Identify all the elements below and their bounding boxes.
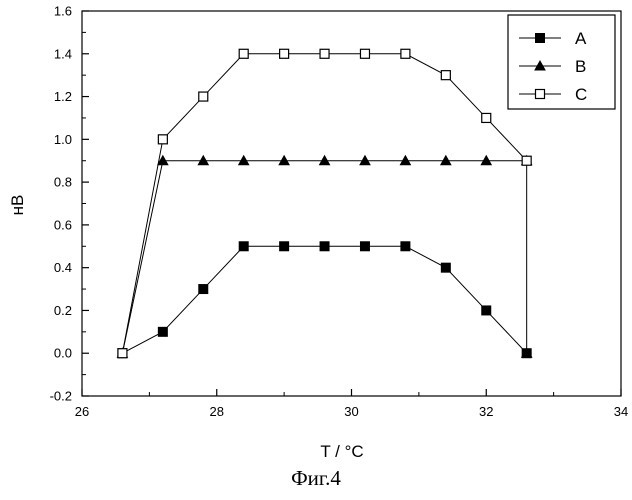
x-tick-label: 34: [614, 404, 628, 419]
series-a-point: [441, 263, 450, 272]
y-tick-label: 0.8: [54, 175, 72, 190]
series-a-point: [320, 242, 329, 251]
x-tick-label: 32: [479, 404, 493, 419]
series-b-point: [239, 156, 249, 165]
series-b-point: [319, 156, 329, 165]
legend-label: B: [575, 57, 586, 76]
series-c-point: [280, 49, 289, 58]
series-a-point: [360, 242, 369, 251]
y-axis-title: нВ: [8, 195, 27, 216]
y-tick-label: 0.4: [54, 260, 72, 275]
series-a-point: [239, 242, 248, 251]
y-tick-label: 1.0: [54, 132, 72, 147]
series-a-point: [280, 242, 289, 251]
y-tick-label: 0.2: [54, 303, 72, 318]
series-a-point: [482, 306, 491, 315]
x-tick-label: 28: [210, 404, 224, 419]
series-layer: [117, 49, 532, 357]
legend-box: [508, 15, 615, 109]
series-c-point: [522, 156, 531, 165]
series-c-point: [118, 349, 127, 358]
series-b-point: [441, 156, 451, 165]
series-b-point: [360, 156, 370, 165]
series-c-point: [401, 49, 410, 58]
line-chart: 26 28 30 32 34 -0.2 0.0 0.2 0.4 0.6 0.8 1.0 1.2 1.4 1.…: [0, 0, 632, 466]
series-a-point: [199, 285, 208, 294]
y-tick-label: 1.2: [54, 89, 72, 104]
legend-label: A: [575, 29, 587, 48]
series-c-point: [441, 71, 450, 80]
series-c-point: [239, 49, 248, 58]
legend-marker: [536, 34, 545, 43]
y-tick-label: -0.2: [50, 389, 72, 404]
series-c-point: [158, 135, 167, 144]
series-c-point: [360, 49, 369, 58]
series-b-point: [481, 156, 491, 165]
series-b-point: [198, 156, 208, 165]
series-a: [118, 242, 531, 358]
series-c-point: [199, 92, 208, 101]
legend: ABC: [508, 15, 615, 109]
series-b: [117, 156, 532, 358]
series-b-line: [122, 161, 526, 354]
x-tick-label: 30: [344, 404, 358, 419]
series-c: [118, 49, 531, 357]
series-a-point: [158, 327, 167, 336]
y-tick-label: 0.6: [54, 217, 72, 232]
series-c-point: [482, 113, 491, 122]
x-tick-label: 26: [75, 404, 89, 419]
series-a-line: [122, 246, 526, 353]
series-b-point: [279, 156, 289, 165]
series-b-point: [400, 156, 410, 165]
series-c-line: [122, 54, 526, 353]
legend-marker: [536, 90, 545, 99]
series-c-point: [320, 49, 329, 58]
figure-caption: Фиг.4: [0, 466, 632, 491]
y-tick-label: 1.4: [54, 46, 72, 61]
legend-label: C: [575, 85, 587, 104]
y-tick-label: 1.6: [54, 4, 72, 19]
x-axis-title: T / °C: [320, 442, 363, 461]
y-tick-label: 0.0: [54, 346, 72, 361]
series-a-point: [401, 242, 410, 251]
